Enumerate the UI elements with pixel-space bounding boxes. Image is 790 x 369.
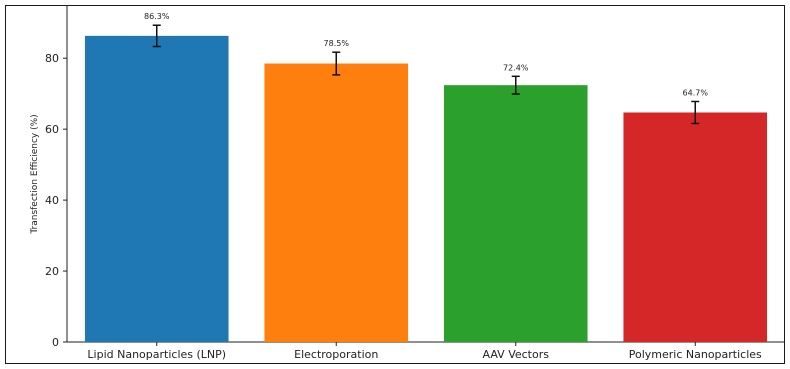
x-tick-label: AAV Vectors xyxy=(483,348,550,361)
x-tick-label: Lipid Nanoparticles (LNP) xyxy=(87,348,226,361)
y-tick-label: 80 xyxy=(45,52,59,65)
chart-labels: 86.3% Lipid Nanoparticles (LNP) 78.5% Elect… xyxy=(87,12,762,361)
bar xyxy=(264,63,409,342)
y-axis-label: Transfection Efficiency (%) xyxy=(30,114,40,234)
y-tick-label: 0 xyxy=(52,336,59,349)
bar-value-label: 86.3% xyxy=(144,12,170,21)
y-tick-label: 60 xyxy=(45,123,59,136)
bar xyxy=(84,35,229,342)
bar xyxy=(443,85,588,342)
x-tick-label: Polymeric Nanoparticles xyxy=(629,348,762,361)
chart-bars xyxy=(84,35,768,342)
bar xyxy=(623,112,768,342)
bar-value-label: 72.4% xyxy=(503,63,529,72)
bar-value-label: 64.7% xyxy=(683,88,709,97)
y-tick-label: 20 xyxy=(45,265,59,278)
x-tick-label: Electroporation xyxy=(294,348,378,361)
chart-error-bars xyxy=(152,24,700,125)
bar-value-label: 78.5% xyxy=(324,39,350,48)
y-tick-label: 40 xyxy=(45,194,59,207)
